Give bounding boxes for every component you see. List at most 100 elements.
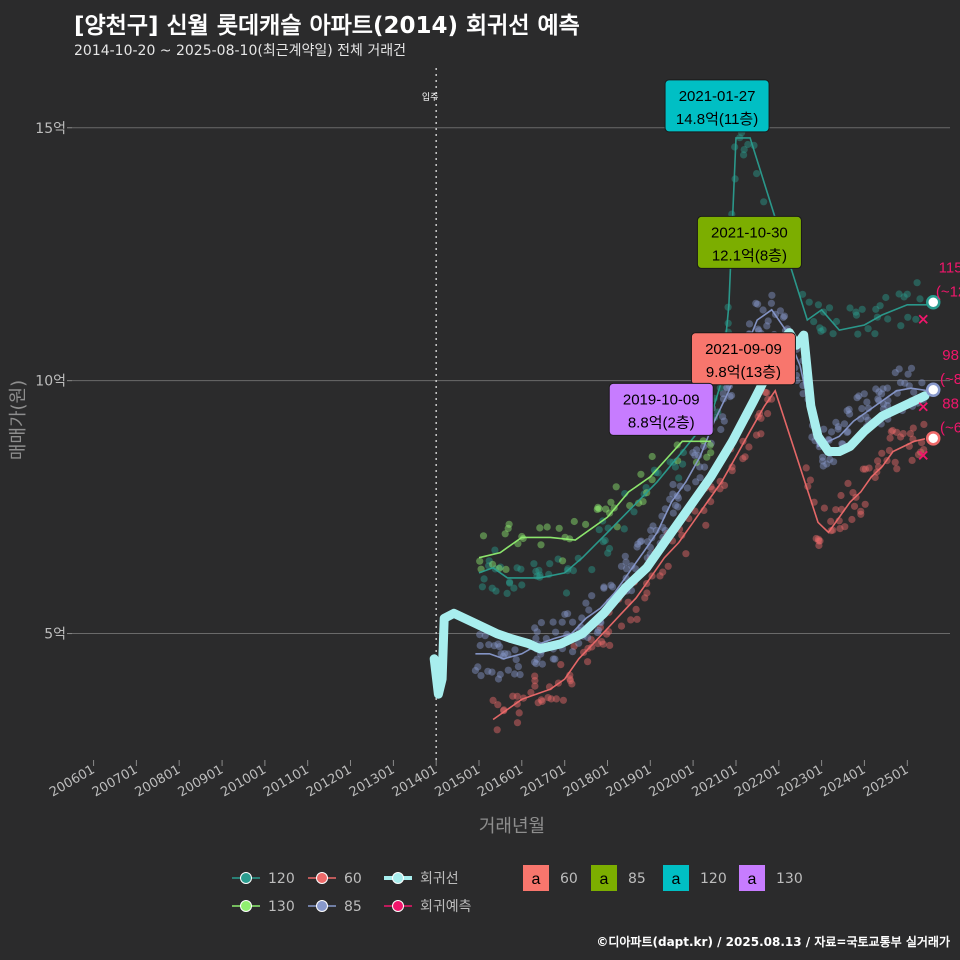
scatter-point-130 — [612, 483, 620, 491]
scatter-point-120 — [564, 565, 572, 573]
scatter-point-60 — [531, 677, 539, 685]
scatter-point-85 — [648, 534, 656, 542]
scatter-point-85 — [511, 646, 519, 654]
x-axis: 2006012007012008012009012010012011012012… — [47, 760, 911, 800]
scatter-point-60 — [559, 696, 568, 704]
scatter-point-85 — [910, 388, 918, 396]
x-tick-label: 201301 — [347, 762, 397, 800]
scatter-point-120 — [832, 317, 841, 326]
legend-box-symbol: a — [600, 871, 609, 888]
scatter-point-120 — [620, 525, 628, 533]
prediction-point-85 — [925, 382, 941, 398]
scatter-point-85 — [471, 666, 479, 675]
scatter-point-120 — [535, 566, 543, 575]
scatter-point-60 — [806, 476, 815, 484]
movein-line: 입주 — [422, 68, 438, 760]
scatter-point-120 — [650, 466, 659, 474]
scatter-point-60 — [656, 572, 664, 580]
legend-box-60 — [523, 865, 549, 891]
scatter-point-60 — [513, 692, 521, 700]
annotation-box-60 — [690, 332, 796, 386]
scatter-point-85 — [504, 666, 512, 674]
scatter-point-85 — [830, 458, 838, 466]
scatter-point-85 — [819, 457, 827, 465]
scatter-point-120 — [825, 304, 834, 312]
scatter-point-60 — [741, 453, 749, 461]
legend-swatch-prediction — [392, 900, 404, 912]
annotation-date: 2021-10-30 — [711, 224, 788, 241]
scatter-point-120 — [485, 562, 493, 570]
annotation-box-120 — [664, 79, 770, 133]
prediction-value-label: 88,647 — [942, 395, 960, 412]
scatter-point-60 — [588, 643, 596, 651]
legend-box-symbol: a — [672, 871, 681, 888]
scatter-point-60 — [493, 726, 501, 734]
scatter-point-85 — [891, 369, 899, 377]
scatter-point-120 — [846, 304, 854, 312]
prediction-value-label: 98,164 — [942, 347, 960, 364]
scatter-point-60 — [513, 719, 522, 727]
scatter-point-60 — [886, 434, 894, 442]
scatter-point-85 — [819, 453, 827, 461]
scatter-point-130 — [582, 520, 590, 529]
scatter-point-130 — [635, 499, 643, 507]
scatter-point-85 — [768, 291, 776, 299]
annotation-price: 14.8억(11층) — [676, 111, 758, 128]
scatter-point-120 — [817, 327, 825, 335]
legend-label-120: 120 — [268, 871, 295, 887]
scatter-point-120 — [513, 564, 521, 572]
scatter-point-60 — [580, 648, 588, 657]
legend-box-symbol: a — [532, 871, 541, 888]
scatter-point-85 — [532, 634, 540, 643]
scatter-point-85 — [569, 618, 577, 626]
annotation-price: 9.8억(13층) — [706, 364, 781, 381]
scatter-point-85 — [780, 312, 789, 320]
legend-box-label-60: 60 — [560, 871, 578, 887]
scatter-point-85 — [669, 509, 677, 517]
scatter-point-85 — [834, 425, 842, 433]
scatter-point-60 — [509, 692, 517, 700]
scatter-point-85 — [763, 322, 771, 330]
scatter-point-85 — [488, 668, 496, 676]
y-tick-label: 15억 — [35, 121, 66, 137]
scatter-point-85 — [669, 490, 677, 498]
prediction-area-label: (~85㎡) — [940, 371, 960, 388]
scatter-point-60 — [815, 541, 823, 550]
scatter-point-85 — [689, 449, 697, 457]
scatter-point-60 — [538, 697, 546, 706]
legend-box-130 — [739, 865, 765, 891]
scatter-point-130 — [555, 524, 563, 532]
scatter-point-85 — [904, 370, 912, 378]
scatter-point-130 — [639, 498, 647, 506]
x-tick-label: 201601 — [475, 762, 525, 800]
annotation-date: 2021-09-09 — [705, 341, 782, 358]
scatter-point-85 — [691, 451, 699, 459]
scatter-point-60 — [584, 658, 592, 666]
scatter-point-85 — [759, 306, 767, 314]
scatter-point-60 — [891, 458, 899, 466]
scatter-point-85 — [497, 650, 505, 658]
scatter-point-85 — [538, 660, 547, 668]
scatter-point-130 — [559, 557, 567, 565]
scatter-point-85 — [628, 562, 636, 570]
scatter-point-85 — [834, 423, 843, 431]
scatter-point-85 — [820, 425, 828, 433]
scatter-point-120 — [854, 330, 862, 338]
scatter-point-120 — [740, 146, 748, 154]
scatter-point-60 — [534, 699, 542, 707]
scatter-point-85 — [862, 413, 870, 421]
scatter-point-60 — [527, 688, 535, 697]
regression-line — [429, 328, 930, 699]
scatter-point-60 — [861, 465, 870, 473]
scatter-point-60 — [848, 515, 856, 524]
scatter-point-120 — [858, 305, 866, 313]
scatter-point-60 — [885, 446, 894, 455]
scatter-point-130 — [505, 520, 513, 528]
scatter-point-85 — [647, 526, 655, 534]
scatter-point-85 — [476, 631, 484, 639]
scatter-point-85 — [582, 599, 590, 607]
legend-box-label-120: 120 — [700, 871, 727, 887]
scatter-point-85 — [621, 552, 629, 560]
scatter-point-85 — [723, 383, 731, 391]
scatter-point-60 — [568, 680, 576, 688]
